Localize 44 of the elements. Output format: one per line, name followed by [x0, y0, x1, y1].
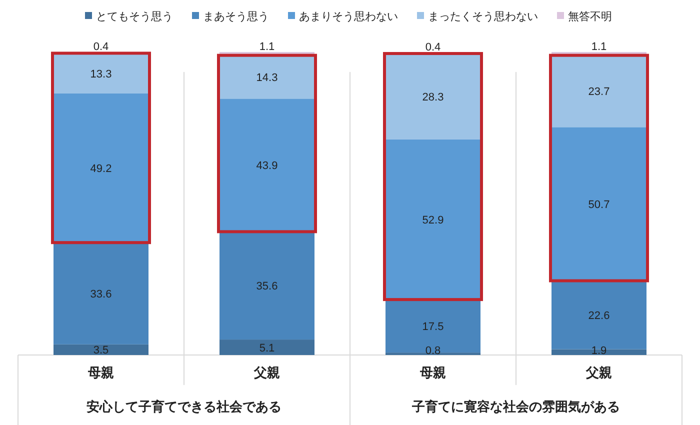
data-label: 35.6: [256, 280, 278, 293]
data-label: 14.3: [256, 72, 278, 84]
bar: [386, 139, 480, 300]
data-label: 5.1: [259, 342, 275, 354]
data-label: 3.5: [93, 344, 109, 357]
bar: [220, 98, 314, 232]
bar: [386, 300, 480, 353]
data-label: 1.9: [591, 345, 607, 357]
bar: [54, 344, 148, 355]
bar: [220, 340, 314, 355]
legend-label: まあそう思う: [203, 11, 269, 23]
x-tick-label: 母親: [419, 365, 446, 380]
x-tick-label: 父親: [585, 365, 612, 380]
x-tick-label: 父親: [253, 365, 280, 380]
data-label: 22.6: [588, 310, 610, 322]
data-label: 50.7: [588, 198, 610, 211]
bar: [220, 232, 314, 340]
legend-label: あまりそう思わない: [299, 11, 398, 23]
text: 安心して子育てできる社会である: [86, 399, 282, 414]
legend-label: とてもそう思う: [96, 11, 173, 23]
legend-label: まったくそう思わない: [428, 11, 538, 23]
data-label: 13.3: [90, 68, 112, 80]
data-label: 49.2: [90, 163, 112, 176]
bar: [552, 127, 646, 281]
data-label: 17.5: [422, 321, 444, 334]
bar: [54, 242, 148, 344]
bar: [220, 55, 314, 99]
data-label: 33.6: [90, 288, 112, 300]
bar: [386, 54, 480, 140]
data-label: 52.9: [422, 214, 444, 226]
bar: [54, 94, 148, 243]
legend-label: 無答不明: [568, 11, 612, 23]
data-label: 28.3: [422, 91, 444, 104]
data-label: 43.9: [256, 160, 278, 172]
data-label: 1.1: [591, 41, 607, 53]
data-label: 1.1: [259, 41, 275, 53]
text: 子育てに寛容な社会の雰囲気がある: [411, 399, 620, 414]
data-label: 0.4: [425, 41, 441, 54]
data-label: 23.7: [588, 86, 610, 98]
bar: [552, 55, 646, 128]
data-label: 0.4: [93, 41, 109, 53]
bar: [54, 53, 148, 94]
x-tick-label: 母親: [87, 365, 114, 380]
data-label: 0.8: [425, 345, 441, 357]
